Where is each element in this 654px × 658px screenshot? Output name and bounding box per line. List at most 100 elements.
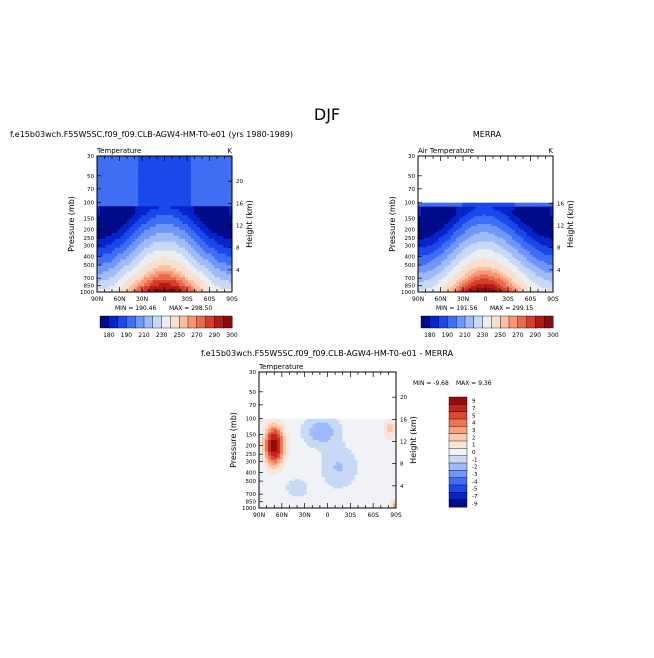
heatmap-cell xyxy=(512,243,515,245)
heatmap-cell xyxy=(474,214,477,216)
heatmap-cell xyxy=(138,206,141,209)
heatmap-cell xyxy=(206,165,209,168)
heatmap-cell xyxy=(170,183,173,186)
heatmap-cell xyxy=(220,194,223,197)
heatmap-cell xyxy=(217,236,220,239)
heatmap-cell xyxy=(427,228,430,230)
heatmap-cell xyxy=(112,277,115,280)
heatmap-cell xyxy=(191,242,194,245)
heatmap-cell xyxy=(109,165,112,168)
heatmap-cell xyxy=(209,271,212,274)
heatmap-cell xyxy=(197,286,200,289)
heatmap-cell xyxy=(112,159,115,162)
heatmap-cell xyxy=(115,274,118,277)
heatmap-cell xyxy=(162,230,165,233)
heatmap-cell xyxy=(182,218,185,221)
heatmap-cell xyxy=(191,165,194,168)
heatmap-cell xyxy=(162,233,165,236)
heatmap-cell xyxy=(118,262,121,265)
heatmap-cell xyxy=(468,271,471,273)
heatmap-cell xyxy=(491,284,494,286)
heatmap-cell xyxy=(532,243,535,245)
heatmap-cell xyxy=(153,186,156,189)
heatmap-cell xyxy=(188,230,191,233)
heatmap-cell xyxy=(459,228,462,230)
heatmap-cell xyxy=(480,257,483,259)
page-title: DJF xyxy=(314,105,340,124)
heatmap-cell xyxy=(144,242,147,245)
heatmap-cell xyxy=(211,218,214,221)
heatmap-cell xyxy=(106,224,109,227)
heatmap-cell xyxy=(220,159,223,162)
heatmap-cell xyxy=(123,248,126,251)
heatmap-cell xyxy=(535,257,538,259)
heatmap-cell xyxy=(217,280,220,283)
heatmap-cell xyxy=(123,168,126,171)
heatmap-cell xyxy=(197,280,200,283)
heatmap-cell xyxy=(214,254,217,257)
heatmap-cell xyxy=(179,257,182,260)
heatmap-cell xyxy=(191,274,194,277)
heatmap-cell xyxy=(135,218,138,221)
heatmap-cell xyxy=(214,189,217,192)
heatmap-cell xyxy=(468,228,471,230)
heatmap-cell xyxy=(109,248,112,251)
heatmap-cell xyxy=(106,254,109,257)
heatmap-cell xyxy=(188,159,191,162)
heatmap-cell xyxy=(191,197,194,200)
heatmap-cell xyxy=(103,215,106,218)
heatmap-cell xyxy=(424,257,427,259)
heatmap-cell xyxy=(179,233,182,236)
heatmap-cell xyxy=(441,284,444,286)
heatmap-cell xyxy=(147,239,150,242)
heatmap-cell xyxy=(138,248,141,251)
heatmap-cell xyxy=(103,194,106,197)
heatmap-cell xyxy=(167,245,170,248)
y-tick-label: 400 xyxy=(84,254,95,260)
heatmap-cell xyxy=(468,243,471,245)
heatmap-cell xyxy=(156,180,159,183)
heatmap-cell xyxy=(159,206,162,209)
heatmap-cell xyxy=(348,430,351,432)
heatmap-cell xyxy=(217,239,220,242)
heatmap-cell xyxy=(141,251,144,254)
heatmap-cell xyxy=(532,284,535,286)
heatmap-cell xyxy=(206,274,209,277)
heatmap-cell xyxy=(100,159,103,162)
heatmap-cell xyxy=(106,248,109,251)
heatmap-cell xyxy=(132,177,135,180)
heatmap-cell xyxy=(156,171,159,174)
heatmap-cell xyxy=(203,251,206,254)
heatmap-cell xyxy=(132,265,135,268)
heatmap-cell xyxy=(191,286,194,289)
heatmap-cell xyxy=(182,251,185,254)
heatmap-cell xyxy=(153,248,156,251)
heatmap-cell xyxy=(223,209,226,212)
heatmap-cell xyxy=(150,286,153,289)
heatmap-cell xyxy=(217,221,220,224)
heatmap-cell xyxy=(486,228,489,230)
heatmap-cell xyxy=(103,251,106,254)
heatmap-cell xyxy=(209,248,212,251)
heatmap-cell xyxy=(436,214,439,216)
heatmap-cell xyxy=(165,159,168,162)
heatmap-cell xyxy=(109,168,112,171)
heatmap-cell xyxy=(170,221,173,224)
heatmap-cell xyxy=(120,230,123,233)
heatmap-cell xyxy=(118,224,121,227)
heatmap-cell xyxy=(109,174,112,177)
heatmap-cell xyxy=(506,228,509,230)
heatmap-cell xyxy=(120,200,123,203)
heatmap-cell xyxy=(170,265,173,268)
heatmap-cell xyxy=(100,274,103,277)
heatmap-cell xyxy=(182,189,185,192)
heatmap-cell xyxy=(185,227,188,230)
heatmap-cell xyxy=(185,180,188,183)
heatmap-cell xyxy=(223,183,226,186)
heatmap-cell xyxy=(515,228,518,230)
heatmap-cell xyxy=(191,218,194,221)
heatmap-cell xyxy=(173,245,176,248)
heatmap-cell xyxy=(194,268,197,271)
heatmap-cell xyxy=(132,183,135,186)
heatmap-cell xyxy=(203,171,206,174)
